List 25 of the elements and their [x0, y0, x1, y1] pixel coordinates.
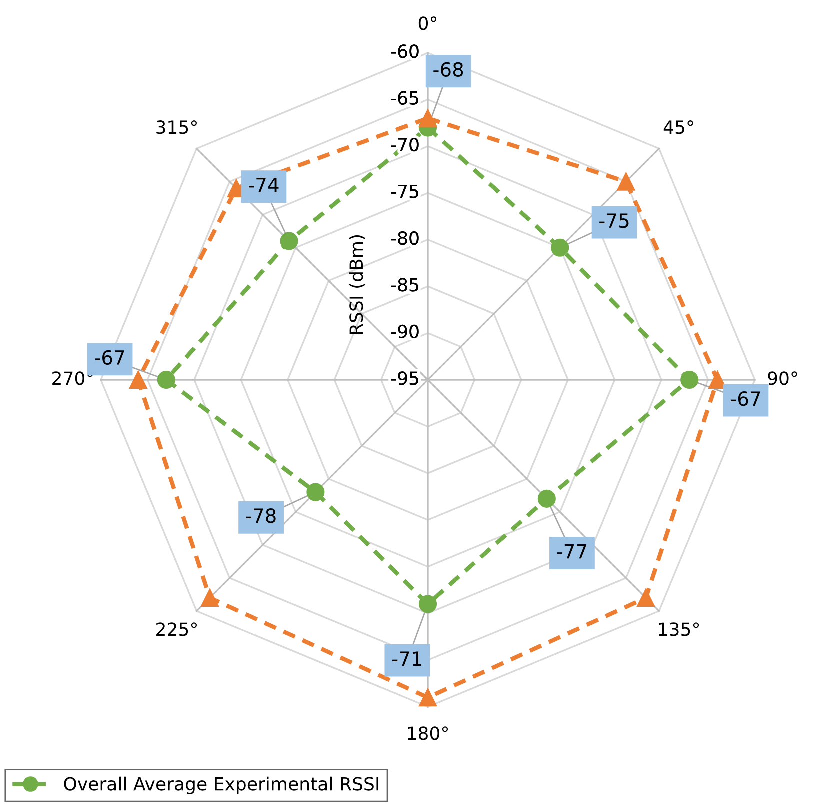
- data-label: -77: [557, 544, 586, 559]
- spoke-label: 225°: [156, 622, 198, 636]
- y-tick-label: -65: [391, 91, 418, 105]
- text: RSSI (dBm): [349, 236, 366, 334]
- y-tick-label: -80: [391, 231, 419, 246]
- data-label: -71: [392, 652, 422, 666]
- data-label: -67: [95, 350, 124, 366]
- spoke-label: 90°: [768, 372, 798, 386]
- data-label: -74: [249, 178, 279, 192]
- spoke-label: 315°: [156, 120, 198, 134]
- spoke-label: 180°: [408, 726, 448, 740]
- y-tick-label: -75: [391, 184, 418, 198]
- y-tick-label: -70: [391, 138, 419, 152]
- data-label: -78: [246, 508, 276, 524]
- y-tick-label: -90: [391, 324, 419, 339]
- data-label: -68: [434, 62, 464, 78]
- y-tick-label: -95: [391, 372, 418, 386]
- y-tick-label: -85: [391, 278, 418, 292]
- legend-label: Overall Average Experimental RSSI: [64, 776, 378, 794]
- y-tick-label: -60: [391, 44, 419, 58]
- spoke-label: 135°: [659, 622, 700, 636]
- data-label: -67: [731, 392, 760, 406]
- spoke-label: 45°: [664, 120, 694, 134]
- data-label: -75: [600, 214, 629, 228]
- spoke-label: 0°: [418, 16, 437, 30]
